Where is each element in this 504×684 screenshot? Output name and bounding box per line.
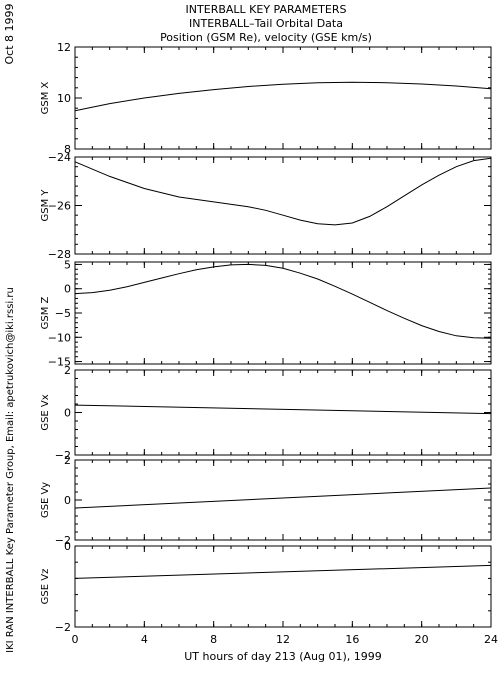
y-tick-label: 10: [57, 92, 71, 105]
x-tick-label: 24: [484, 633, 498, 646]
y-axis-label: GSE Vz: [40, 569, 51, 605]
y-tick-label: 5: [64, 258, 71, 271]
y-tick-label: 12: [57, 41, 71, 54]
y-tick-label: 0: [64, 494, 71, 507]
x-tick-label: 0: [72, 633, 79, 646]
x-tick-label: 20: [415, 633, 429, 646]
chart-title-line-1: INTERBALL KEY PARAMETERS: [186, 3, 347, 16]
y-tick-label: 2: [64, 364, 71, 377]
panel-gsm-z: −15 −10 −5 0 5 GSM Z: [40, 258, 492, 369]
y-tick-label: 8: [64, 143, 71, 156]
y-axis-label: GSM Y: [40, 189, 51, 222]
x-tick-label: 4: [141, 633, 148, 646]
y-tick-label: −2: [55, 449, 71, 462]
y-axis-label: GSM Z: [40, 296, 51, 329]
y-axis-label: GSE Vx: [40, 394, 51, 430]
side-credit-label: IKI RAN INTERBALL Key Parameter Group, E…: [5, 287, 16, 653]
y-tick-label: −5: [55, 307, 71, 320]
panel-gse-vx: −2 0 2 GSE Vx: [40, 364, 492, 462]
panel-gsm-y: −28 −26 −24 GSM Y: [40, 151, 492, 261]
series-line-gse-vx: [74, 404, 492, 415]
chart-title-line-2: INTERBALL–Tail Orbital Data: [189, 17, 343, 30]
panel-gsm-x: 8 10 12 GSM X: [40, 41, 492, 156]
y-tick-label: 0: [64, 407, 71, 420]
x-tick-label: 16: [345, 633, 359, 646]
series-line-gsm-z: [74, 263, 492, 339]
series-line-gsm-x: [74, 81, 492, 112]
y-tick-label: −24: [48, 151, 71, 164]
chart-title-line-3: Position (GSM Re), velocity (GSE km/s): [160, 31, 372, 44]
y-tick-label: −10: [48, 331, 71, 344]
series-line-gse-vz: [74, 564, 492, 579]
x-tick-label: 12: [276, 633, 290, 646]
y-tick-label: 0: [64, 540, 71, 553]
y-tick-label: −26: [48, 200, 71, 213]
series-line-gse-vy: [74, 487, 492, 509]
y-tick-label: −15: [48, 356, 71, 369]
x-tick-label: 8: [210, 633, 217, 646]
panel-gse-vy: −2 0 2 GSE Vy: [40, 454, 492, 547]
y-tick-label: 0: [64, 283, 71, 296]
y-tick-label: −28: [48, 248, 71, 261]
x-axis-label: UT hours of day 213 (Aug 01), 1999: [184, 650, 382, 663]
y-tick-label: −2: [55, 534, 71, 547]
y-axis-label: GSM X: [40, 81, 51, 114]
y-tick-label: 2: [64, 454, 71, 467]
series-line-gsm-y: [74, 157, 492, 226]
y-tick-label: −2: [55, 621, 71, 634]
y-axis-label: GSE Vy: [40, 482, 51, 518]
side-date-label: Oct 8 1999: [3, 3, 16, 64]
